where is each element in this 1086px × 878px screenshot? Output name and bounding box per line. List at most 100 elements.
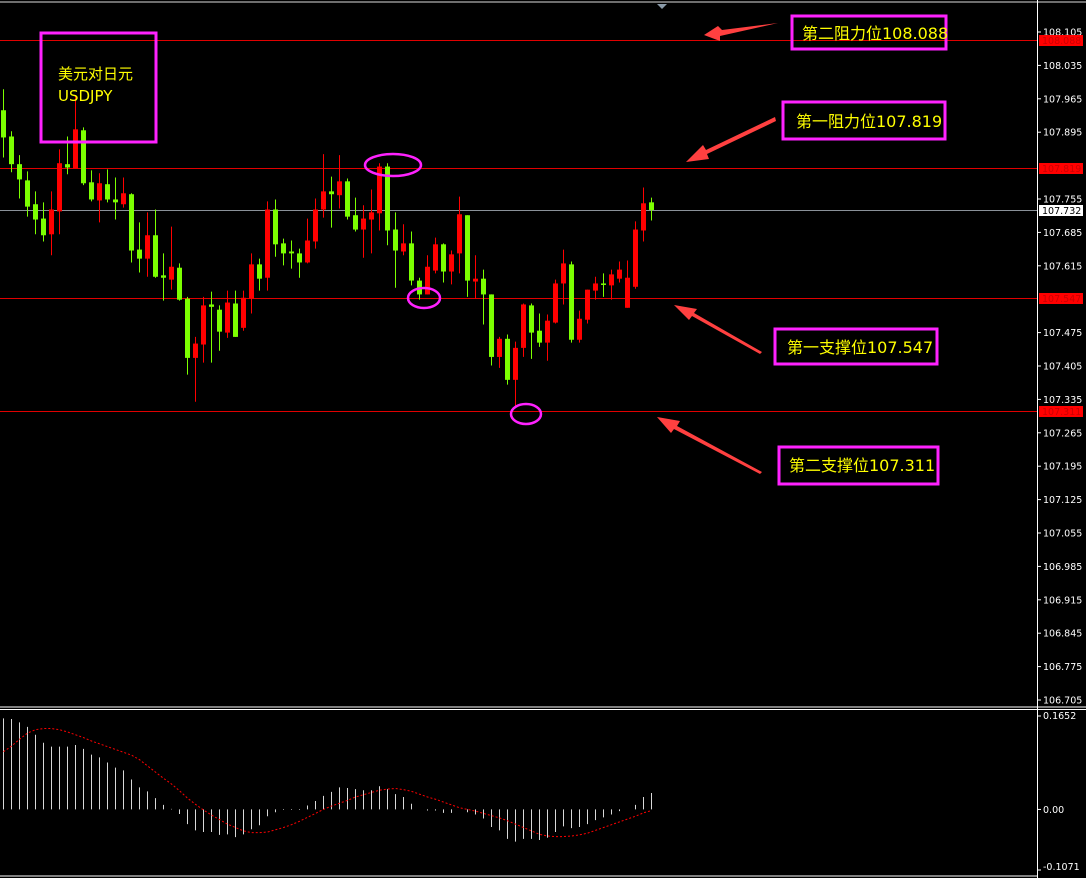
candle xyxy=(297,248,302,278)
candle xyxy=(241,290,246,331)
candle xyxy=(353,197,358,232)
symbol-code: USDJPY xyxy=(58,87,113,105)
candle xyxy=(401,224,406,256)
candle xyxy=(209,291,214,363)
candle-body xyxy=(1,110,6,138)
candle-body xyxy=(409,243,414,281)
candle-body xyxy=(161,275,166,278)
arrow-icon xyxy=(674,305,762,354)
candle xyxy=(641,187,646,242)
price-tick-label: 107.755 xyxy=(1043,195,1082,206)
candle xyxy=(137,222,142,273)
candle xyxy=(225,290,230,338)
candle xyxy=(609,269,614,300)
candle-body xyxy=(369,212,374,220)
candle xyxy=(289,240,294,269)
level-price-tag xyxy=(1039,35,1083,46)
candle xyxy=(553,279,558,324)
candle-body xyxy=(553,283,558,323)
candle xyxy=(89,170,94,202)
price-tick-label: 107.335 xyxy=(1043,395,1082,406)
candle xyxy=(561,249,566,305)
candle xyxy=(153,209,158,278)
support-1-label: 第一支撑位107.547 xyxy=(787,338,933,357)
candle xyxy=(369,189,374,254)
arrow-icon xyxy=(686,117,776,162)
price-tick-label: 107.895 xyxy=(1043,128,1082,139)
candle xyxy=(473,255,478,299)
candle xyxy=(409,231,414,286)
candle xyxy=(57,149,62,235)
candles xyxy=(1,89,654,408)
level-price-label: 107.547 xyxy=(1042,294,1081,305)
candle-body xyxy=(633,229,638,287)
arrow-icon xyxy=(657,417,762,474)
price-tick-label: 107.475 xyxy=(1043,328,1082,339)
candle xyxy=(185,296,190,375)
level-price-label: 107.311 xyxy=(1042,407,1081,418)
level-price-tag xyxy=(1039,293,1083,304)
candle xyxy=(593,276,598,300)
candle xyxy=(193,336,198,402)
candle xyxy=(113,177,118,220)
candle-body xyxy=(233,303,238,337)
candle xyxy=(81,127,86,186)
candle-body xyxy=(57,163,62,212)
current-price-label: 107.732 xyxy=(1042,206,1081,217)
candle-body xyxy=(625,277,630,308)
candle xyxy=(601,273,606,297)
candle xyxy=(529,303,534,359)
candle-body xyxy=(297,253,302,263)
candle xyxy=(249,253,254,314)
low-marker-ellipse xyxy=(509,402,543,426)
price-tick-label: 106.845 xyxy=(1043,629,1082,640)
candle xyxy=(41,202,46,242)
support-1-box xyxy=(773,327,939,366)
candle xyxy=(49,191,54,256)
candle-body xyxy=(441,244,446,272)
price-axis-ticks: 108.105 108.035 107.965 107.895 107.755 107.6… xyxy=(1037,28,1082,707)
candle-body xyxy=(249,264,254,299)
level-lines: 108.088 107.819 107.547 107.311 107.732 xyxy=(0,35,1083,418)
candle xyxy=(577,310,582,343)
candle xyxy=(441,243,446,283)
candle-body xyxy=(449,254,454,272)
candle-body xyxy=(561,263,566,284)
candle-body xyxy=(337,181,342,196)
price-tick-label: 108.035 xyxy=(1043,61,1082,72)
candle-body xyxy=(305,240,310,263)
candle-body xyxy=(281,243,286,254)
chart-shift-marker-icon[interactable] xyxy=(657,4,667,9)
symbol-title-box xyxy=(39,31,158,144)
candle-body xyxy=(241,297,246,328)
candle xyxy=(265,201,270,291)
candle xyxy=(633,221,638,289)
macd-tick-label: -0.1071 xyxy=(1043,862,1080,873)
candle xyxy=(497,336,502,368)
candle-body xyxy=(641,203,646,231)
price-tick-label: 107.195 xyxy=(1043,462,1082,473)
candle-body xyxy=(537,330,542,343)
candle-body xyxy=(121,193,126,205)
support-2-label: 第二支撑位107.311 xyxy=(789,456,935,475)
current-price-tag xyxy=(1039,205,1083,216)
candle xyxy=(257,258,262,291)
candle xyxy=(649,197,654,221)
candle xyxy=(481,269,486,325)
resistance-2-box xyxy=(790,14,948,51)
macd-indicator: 0.1652 0.00 -0.1071 xyxy=(3,711,1080,873)
candle xyxy=(217,305,222,351)
candle-body xyxy=(465,215,470,281)
level-price-label: 107.819 xyxy=(1042,164,1081,175)
candle xyxy=(585,289,590,324)
price-tick-label: 107.615 xyxy=(1043,261,1082,272)
candle xyxy=(1,89,6,158)
candle-body xyxy=(33,204,38,220)
candle-body xyxy=(81,130,86,184)
high-marker-ellipse xyxy=(363,152,423,178)
resistance-2-label: 第二阻力位108.088 xyxy=(802,24,948,43)
candle-body xyxy=(65,164,70,168)
candle-body xyxy=(505,338,510,380)
